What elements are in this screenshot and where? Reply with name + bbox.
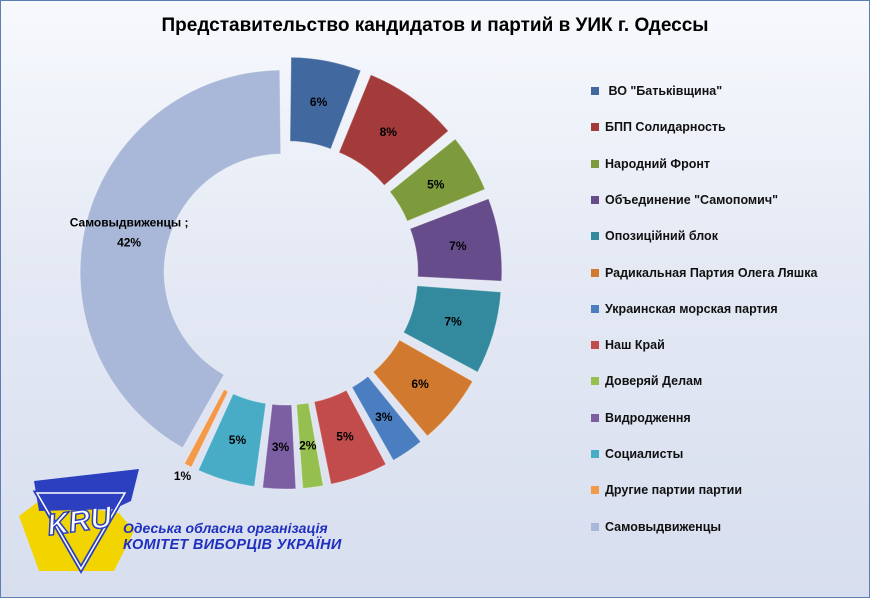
donut-slice-1	[338, 74, 450, 187]
legend-swatch	[591, 341, 599, 350]
legend-label: Видродження	[605, 410, 691, 425]
legend-item: Самовыдвиженцы	[591, 517, 721, 537]
org-name-line2: КОМІТЕТ ВИБОРЦІВ УКРАЇНИ	[123, 537, 342, 553]
donut-slice-6	[351, 375, 422, 462]
slice-label-7: 5%	[336, 430, 354, 444]
slice-label-9: 3%	[272, 440, 290, 454]
donut-slice-0	[289, 56, 362, 150]
legend-item: БПП Солидарность	[591, 117, 726, 137]
slice-label-1: 8%	[380, 125, 398, 139]
legend-label: Доверяй Делам	[605, 374, 703, 389]
legend-swatch	[591, 123, 599, 132]
slice-label-10: 5%	[229, 433, 247, 447]
chart-title: Представительство кандидатов и партий в …	[161, 15, 709, 36]
slice-label-12: Самовыдвиженцы ; 42%	[70, 216, 189, 250]
legend-item: Доверяй Делам	[591, 371, 702, 391]
legend-item: Объединение "Самопомич"	[591, 190, 778, 210]
slice-label-5: 6%	[411, 377, 429, 391]
kru-logo: KRU	[19, 469, 139, 574]
donut-slice-3	[409, 198, 503, 282]
org-name-line1: Одеська обласна організація	[123, 520, 328, 536]
legend-label: Опозиційний блок	[605, 229, 718, 244]
legend-item: Социалисты	[591, 444, 683, 464]
legend-swatch	[591, 413, 599, 422]
slice-label-4: 7%	[444, 315, 462, 329]
donut-slice-2	[389, 138, 486, 222]
legend-item: Наш Край	[591, 335, 665, 355]
legend-item: Видродження	[591, 408, 691, 428]
donut-slice-8	[296, 402, 324, 489]
legend-swatch	[591, 159, 599, 168]
slice-label-3: 7%	[449, 239, 467, 253]
legend-swatch	[591, 377, 599, 386]
legend-item: Украинская морская партия	[591, 299, 778, 319]
legend-label: Наш Край	[605, 338, 665, 353]
legend-swatch	[591, 195, 599, 204]
legend-label: Украинская морская партия	[605, 301, 778, 316]
legend-item: ВО "Батьківщина"	[591, 81, 722, 101]
legend-label: БПП Солидарность	[605, 120, 726, 135]
legend-swatch	[591, 232, 599, 241]
donut-slice-9	[262, 403, 297, 490]
legend-item: Другие партии партии	[591, 480, 742, 500]
donut-slice-5	[372, 339, 474, 437]
legend-item: Радикальная Партия Олега Ляшка	[591, 263, 817, 283]
donut-slice-10	[197, 393, 267, 488]
legend-swatch	[591, 486, 599, 495]
legend-swatch	[591, 522, 599, 531]
slice-label-6: 3%	[375, 410, 393, 424]
donut-slice-11	[183, 388, 229, 468]
legend-swatch	[591, 87, 599, 95]
slice-label-2: 5%	[427, 177, 445, 191]
legend-item: Народний Фронт	[591, 154, 710, 174]
legend-label: Другие партии партии	[605, 483, 743, 498]
legend-label: Самовыдвиженцы	[605, 519, 722, 534]
donut-slice-7	[313, 389, 387, 485]
legend-label: Объединение "Самопомич"	[605, 192, 779, 207]
slice-label-8: 2%	[299, 439, 317, 453]
legend-label: Народний Фронт	[605, 156, 711, 171]
legend-label: Социалисты	[605, 447, 684, 461]
legend-item: Опозиційний блок	[591, 226, 718, 246]
donut-slice-12	[79, 69, 282, 449]
legend-swatch	[591, 268, 599, 277]
slice-label-11: 1%	[174, 469, 192, 483]
logo-blue-flag	[34, 469, 139, 511]
slice-label-0: 6%	[310, 95, 328, 109]
legend-swatch	[591, 304, 599, 313]
legend-label: Радикальная Партия Олега Ляшка	[605, 265, 818, 280]
donut-slice-4	[402, 285, 502, 373]
logo-text: KRU	[45, 500, 115, 542]
logo-yellow-band	[19, 501, 134, 571]
legend-label: ВО "Батьківщина"	[605, 84, 723, 98]
legend-swatch	[591, 450, 599, 458]
